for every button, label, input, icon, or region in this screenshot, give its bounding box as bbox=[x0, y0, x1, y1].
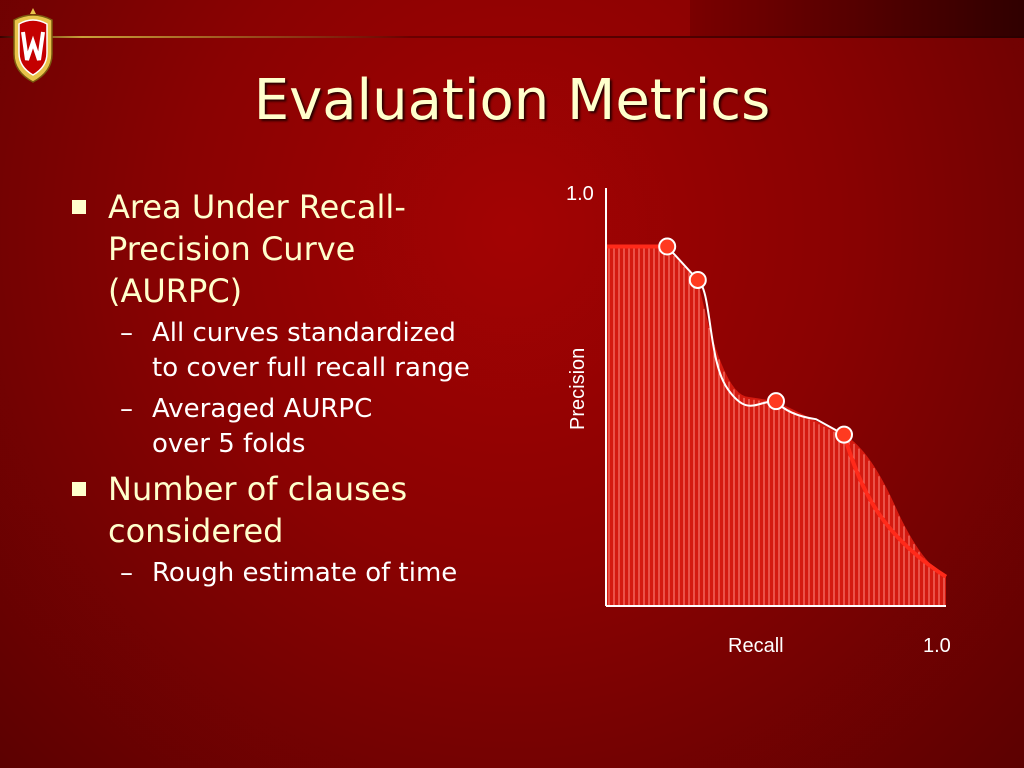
header-band bbox=[690, 0, 1024, 36]
bullet-line: Precision Curve bbox=[108, 230, 356, 268]
recall-precision-chart: 1.0 1.0 Recall Precision bbox=[566, 183, 951, 657]
curve-point bbox=[688, 270, 707, 289]
bullet-list: Area Under Recall- Precision Curve (AURP… bbox=[70, 186, 540, 597]
bullet-line: Area Under Recall- bbox=[108, 188, 406, 226]
curve-point bbox=[767, 392, 785, 411]
dash-bullet-icon: – bbox=[120, 318, 133, 348]
bullet-clauses: Number of clauses considered bbox=[70, 468, 540, 552]
curve-trailing-segment bbox=[842, 434, 948, 579]
y-tick-label: 1.0 bbox=[566, 183, 594, 205]
slide-title: Evaluation Metrics bbox=[253, 68, 771, 133]
bullet-aurpc: Area Under Recall- Precision Curve (AURP… bbox=[70, 186, 540, 312]
sub-bullet-line: Averaged AURPC bbox=[152, 394, 373, 424]
y-axis-label: Precision bbox=[567, 348, 589, 430]
curve-points bbox=[658, 237, 853, 444]
sub-bullet-standardized: – All curves standardized to cover full … bbox=[70, 316, 540, 386]
sub-bullet-line: over 5 folds bbox=[152, 429, 306, 459]
sub-bullet-line: Rough estimate of time bbox=[152, 558, 458, 588]
sub-bullet-line: to cover full recall range bbox=[152, 353, 470, 383]
university-crest-logo bbox=[13, 8, 53, 83]
bullet-line: considered bbox=[108, 512, 284, 550]
bullet-line: Number of clauses bbox=[108, 470, 408, 508]
curve-point bbox=[658, 237, 677, 256]
sub-bullet-line: All curves standardized bbox=[152, 318, 456, 348]
square-bullet-icon bbox=[72, 200, 86, 214]
header-rule bbox=[0, 36, 1024, 38]
sub-bullet-time: – Rough estimate of time bbox=[70, 556, 540, 591]
square-bullet-icon bbox=[72, 482, 86, 496]
interpolated-curve bbox=[666, 245, 845, 436]
hatch-fill bbox=[606, 246, 946, 606]
dash-bullet-icon: – bbox=[120, 394, 133, 424]
sub-bullet-averaged: – Averaged AURPC over 5 folds bbox=[70, 392, 540, 462]
x-tick-label: 1.0 bbox=[923, 635, 951, 657]
curve-point bbox=[835, 425, 853, 444]
x-axis-label: Recall bbox=[728, 635, 784, 657]
bullet-line: (AURPC) bbox=[108, 272, 243, 310]
area-under-curve bbox=[606, 246, 946, 606]
dash-bullet-icon: – bbox=[120, 558, 133, 588]
